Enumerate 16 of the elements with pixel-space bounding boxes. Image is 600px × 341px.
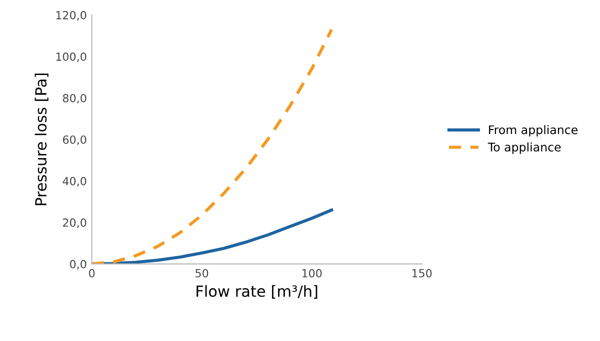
y-tick-label: 40,0 [62,176,86,186]
y-tick-label: 0,0 [70,260,86,270]
y-tick-label: 20,0 [63,218,86,228]
y-tick-label: 80,0 [62,94,86,104]
legend-label: From appliance [489,125,578,137]
x-tick-label: 100 [302,268,322,278]
legend-label: To appliance [488,142,561,154]
y-tick-label: 100,0 [56,52,86,62]
y-axis-title: Pressure loss [Pa] [34,74,48,206]
x-tick-label: 150 [412,268,432,278]
x-tick-label: 0 [89,268,95,278]
y-tick-label: 120,0 [56,10,86,21]
y-tick-label: 60,0 [62,135,86,145]
x-axis-title: Flow rate [m³/h] [196,285,318,299]
line-series [92,28,334,264]
x-tick-label: 50 [196,268,208,278]
